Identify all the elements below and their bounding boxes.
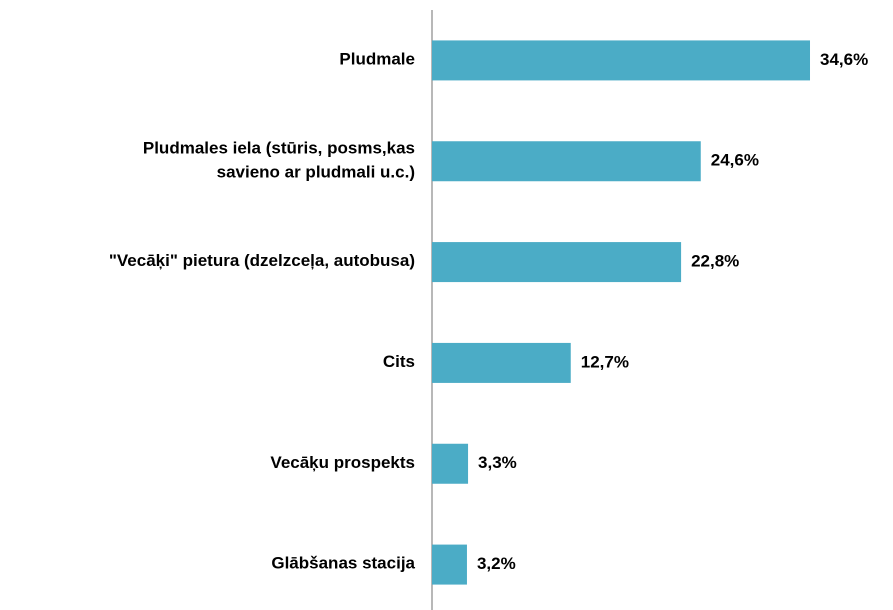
bar: [432, 342, 571, 383]
category-label: Glābšanas stacija: [271, 554, 415, 573]
bar: [432, 40, 811, 81]
category-label: Pludmale: [339, 50, 415, 69]
category-label: Cits: [383, 352, 415, 371]
value-label: 12,7%: [581, 352, 629, 371]
category-label: "Vecāķi" pietura (dzelzceļa, autobusa): [109, 252, 415, 271]
value-label: 34,6%: [820, 50, 868, 69]
category-label: Vecāķu prospekts: [270, 453, 415, 472]
bar: [432, 544, 467, 585]
category-label: Pludmales iela (stūris, posms,kas savieno…: [143, 139, 415, 182]
bar: [432, 443, 469, 484]
value-label: 22,8%: [691, 252, 739, 271]
value-label: 3,3%: [478, 453, 517, 472]
bar: [432, 242, 682, 283]
value-label: 3,2%: [477, 554, 516, 573]
value-label: 24,6%: [711, 151, 759, 170]
bar: [432, 141, 701, 182]
